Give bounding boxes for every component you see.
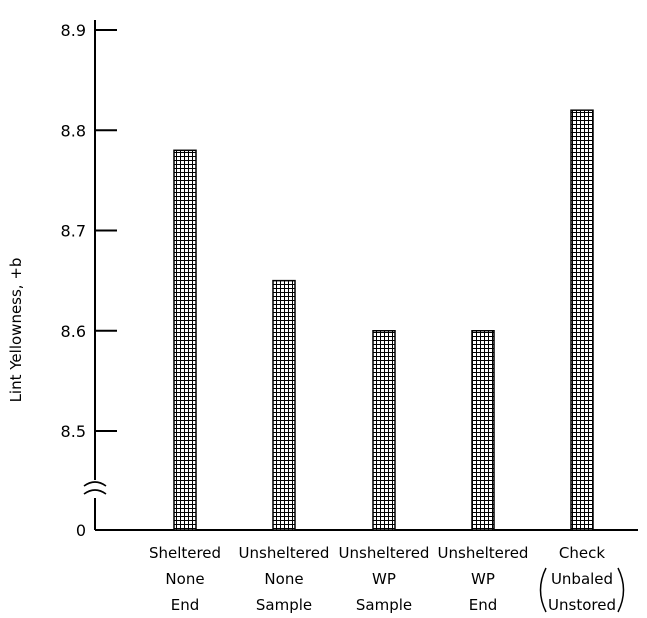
category-label: Unstored bbox=[548, 596, 616, 614]
category-label: WP bbox=[372, 570, 396, 588]
category-label: Unsheltered bbox=[438, 544, 529, 562]
y-tick-label: 8.8 bbox=[61, 121, 86, 140]
category-label: None bbox=[165, 570, 204, 588]
category-label: Sample bbox=[356, 596, 412, 614]
category-label: End bbox=[469, 596, 498, 614]
category-label: Sheltered bbox=[149, 544, 221, 562]
category-label: Unsheltered bbox=[339, 544, 430, 562]
bar bbox=[471, 330, 495, 531]
right-parenthesis bbox=[617, 567, 625, 613]
category-label: End bbox=[171, 596, 200, 614]
category-label: Check bbox=[559, 544, 605, 562]
bar bbox=[272, 279, 296, 531]
category-label: Unsheltered bbox=[239, 544, 330, 562]
category-label: Sample bbox=[256, 596, 312, 614]
y-tick-label: 8.5 bbox=[61, 422, 86, 441]
category-label: WP bbox=[471, 570, 495, 588]
bars bbox=[173, 109, 594, 531]
axis-break-mark bbox=[83, 481, 107, 495]
y-tick-label: 0 bbox=[76, 521, 86, 540]
category-labels: Sheltered None End Unsheltered None Sample Uns… bbox=[149, 544, 625, 614]
bar bbox=[173, 149, 197, 531]
y-axis-title: Lint Yellowness, +b bbox=[7, 258, 25, 403]
bar bbox=[570, 109, 594, 531]
y-tick-label: 8.9 bbox=[61, 21, 86, 40]
y-tick-label: 8.7 bbox=[61, 222, 86, 241]
y-tick-label: 8.6 bbox=[61, 322, 86, 341]
category-label: Unbaled bbox=[551, 570, 613, 588]
category-label: None bbox=[264, 570, 303, 588]
bar bbox=[372, 330, 396, 531]
y-ticks: 0 8.5 8.6 8.7 8.8 8.9 bbox=[61, 21, 117, 540]
left-parenthesis bbox=[539, 567, 547, 613]
